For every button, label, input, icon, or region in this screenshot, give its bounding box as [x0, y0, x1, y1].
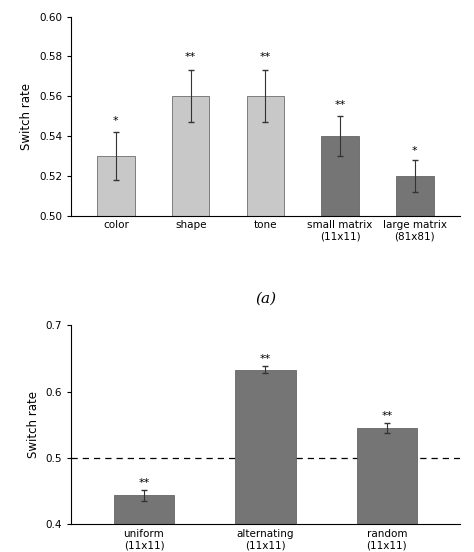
Bar: [247, 96, 284, 552]
Text: **: **: [335, 100, 346, 110]
Bar: [172, 96, 210, 552]
Text: **: **: [138, 478, 150, 488]
Text: (a): (a): [255, 291, 276, 305]
Bar: [356, 428, 417, 552]
Text: **: **: [185, 52, 196, 62]
Text: **: **: [381, 411, 392, 421]
Text: *: *: [412, 146, 418, 156]
Bar: [396, 176, 434, 552]
Y-axis label: Switch rate: Switch rate: [20, 83, 33, 150]
Bar: [235, 370, 296, 552]
Bar: [114, 495, 174, 552]
Text: **: **: [260, 52, 271, 62]
Y-axis label: Switch rate: Switch rate: [27, 391, 40, 458]
Text: **: **: [260, 354, 271, 364]
Text: *: *: [113, 116, 119, 126]
Bar: [97, 156, 135, 552]
Bar: [321, 136, 359, 552]
